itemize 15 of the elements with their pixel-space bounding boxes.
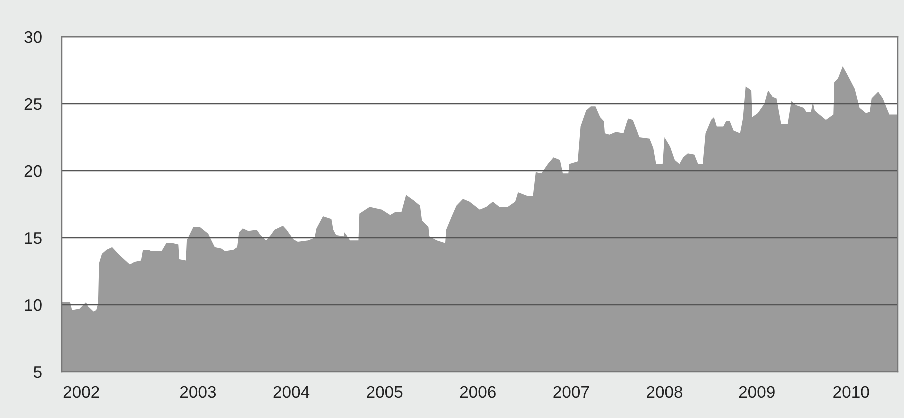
- x-tick-label: 2006: [460, 386, 496, 398]
- y-tick-label: 20: [24, 165, 42, 178]
- x-tick-label: 2005: [367, 386, 403, 398]
- x-tick-label: 2007: [554, 386, 590, 398]
- y-tick-label: 15: [25, 232, 42, 244]
- x-tick-label: 2009: [739, 386, 775, 398]
- y-tick-label: 5: [34, 366, 42, 378]
- y-tick-label: 30: [24, 31, 42, 44]
- x-tick-label: 2002: [64, 386, 100, 398]
- x-tick-label: 2004: [274, 386, 310, 398]
- y-tick-label: 25: [24, 98, 42, 110]
- y-tick-label: 10: [25, 299, 42, 312]
- x-tick-label: 2003: [180, 386, 216, 398]
- x-tick-label: 2010: [834, 386, 870, 398]
- x-tick-label: 2008: [647, 386, 683, 398]
